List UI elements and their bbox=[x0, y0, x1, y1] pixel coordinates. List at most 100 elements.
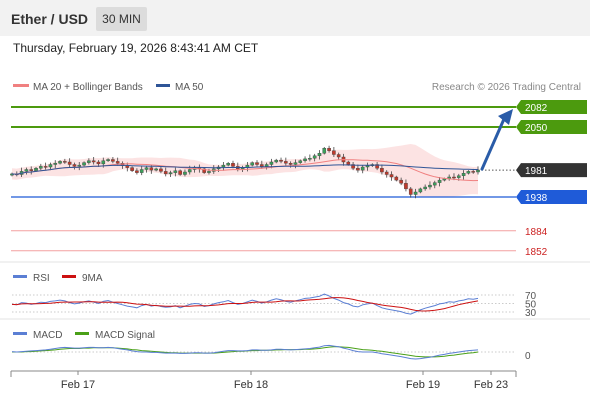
candle bbox=[308, 154, 312, 162]
candle-body bbox=[163, 171, 168, 175]
candle bbox=[298, 159, 303, 164]
rsi-level-label: 70 bbox=[525, 291, 537, 302]
candle bbox=[58, 160, 62, 165]
candle bbox=[168, 170, 173, 177]
candle bbox=[87, 158, 91, 165]
timeframe-button[interactable]: 30 MIN bbox=[96, 7, 147, 31]
candle bbox=[317, 150, 322, 160]
candle-body bbox=[39, 166, 43, 169]
candle-body bbox=[471, 171, 475, 173]
candle bbox=[202, 167, 206, 174]
macd-legend-label: MACD bbox=[33, 330, 62, 341]
candle bbox=[163, 167, 168, 177]
candle-body bbox=[423, 186, 427, 190]
candle-body bbox=[106, 159, 110, 161]
candle-body bbox=[168, 172, 173, 175]
candle-body bbox=[77, 164, 82, 167]
candle bbox=[476, 166, 480, 175]
candle bbox=[173, 167, 178, 177]
candle-body bbox=[360, 166, 365, 171]
candle bbox=[404, 179, 408, 192]
candle-body bbox=[456, 175, 461, 178]
candle-body bbox=[274, 159, 279, 163]
candle-body bbox=[130, 167, 134, 171]
candle-body bbox=[178, 170, 182, 175]
candle-body bbox=[67, 161, 72, 165]
candle-body bbox=[384, 171, 389, 175]
candle-body bbox=[279, 159, 283, 162]
macd-legend-swatch bbox=[13, 332, 27, 335]
candle bbox=[183, 169, 187, 177]
candle-body bbox=[154, 168, 158, 171]
candle-body bbox=[404, 183, 408, 190]
rsi-line bbox=[11, 293, 479, 315]
candle bbox=[159, 166, 163, 174]
candle-body bbox=[72, 164, 77, 167]
candle-body bbox=[53, 163, 58, 165]
candle-body bbox=[408, 188, 413, 195]
x-tick-label: Feb 18 bbox=[234, 379, 268, 391]
candle-body bbox=[327, 148, 331, 151]
candle-body bbox=[24, 169, 29, 172]
candle-body bbox=[187, 169, 192, 173]
candle bbox=[384, 170, 389, 178]
candle-body bbox=[226, 163, 230, 166]
copyright-text: Research © 2026 Trading Central bbox=[432, 82, 581, 93]
price-label-2050: 2050 bbox=[525, 123, 548, 134]
candle-body bbox=[293, 162, 298, 165]
candle-body bbox=[101, 160, 106, 165]
candle-body bbox=[308, 158, 312, 160]
candle bbox=[423, 184, 427, 191]
candle-body bbox=[139, 169, 144, 173]
candle-body bbox=[269, 161, 274, 165]
candle bbox=[466, 170, 471, 175]
candle-body bbox=[58, 161, 62, 164]
candle-body bbox=[461, 173, 466, 176]
candle bbox=[39, 163, 43, 171]
candle bbox=[53, 160, 58, 169]
candle-body bbox=[380, 168, 384, 173]
candle bbox=[48, 162, 53, 171]
candle-body bbox=[288, 163, 293, 165]
candle bbox=[67, 158, 72, 167]
price-tag-2082 bbox=[516, 100, 587, 114]
candle bbox=[428, 181, 432, 190]
candle-body bbox=[452, 176, 456, 179]
candle bbox=[255, 160, 259, 167]
candle-body bbox=[115, 161, 120, 164]
candle-body bbox=[183, 171, 187, 175]
candle-body bbox=[332, 150, 336, 155]
candle bbox=[279, 157, 283, 164]
rsi-level-label: 50 bbox=[525, 300, 537, 311]
ma50-line bbox=[11, 164, 478, 175]
candle bbox=[91, 157, 96, 165]
candle bbox=[418, 187, 423, 194]
candle-body bbox=[418, 188, 423, 193]
rsi-level-label: 30 bbox=[525, 308, 537, 319]
candle bbox=[327, 145, 331, 153]
instrument-title: Ether / USD bbox=[11, 11, 89, 27]
rsi-ma-legend-label: 9MA bbox=[82, 273, 103, 284]
price-label-1884: 1884 bbox=[525, 227, 548, 238]
candle-body bbox=[34, 168, 38, 171]
candle bbox=[394, 175, 399, 182]
candle-body bbox=[264, 164, 269, 167]
candle bbox=[260, 160, 264, 169]
ma50-legend-swatch bbox=[156, 84, 170, 87]
candle bbox=[130, 166, 134, 172]
candle-body bbox=[356, 168, 360, 171]
price-label-1852: 1852 bbox=[525, 247, 548, 258]
candle bbox=[144, 165, 149, 173]
candle bbox=[312, 153, 317, 162]
candle bbox=[135, 168, 139, 175]
candle bbox=[226, 162, 230, 167]
candle-body bbox=[221, 164, 226, 168]
candle-body bbox=[336, 154, 341, 158]
candle bbox=[375, 162, 379, 171]
candle-body bbox=[87, 160, 91, 163]
candle-body bbox=[322, 148, 327, 154]
x-tick-label: Feb 17 bbox=[61, 379, 95, 391]
candle-body bbox=[476, 169, 480, 173]
candle bbox=[356, 164, 360, 173]
macd-line bbox=[11, 344, 479, 360]
